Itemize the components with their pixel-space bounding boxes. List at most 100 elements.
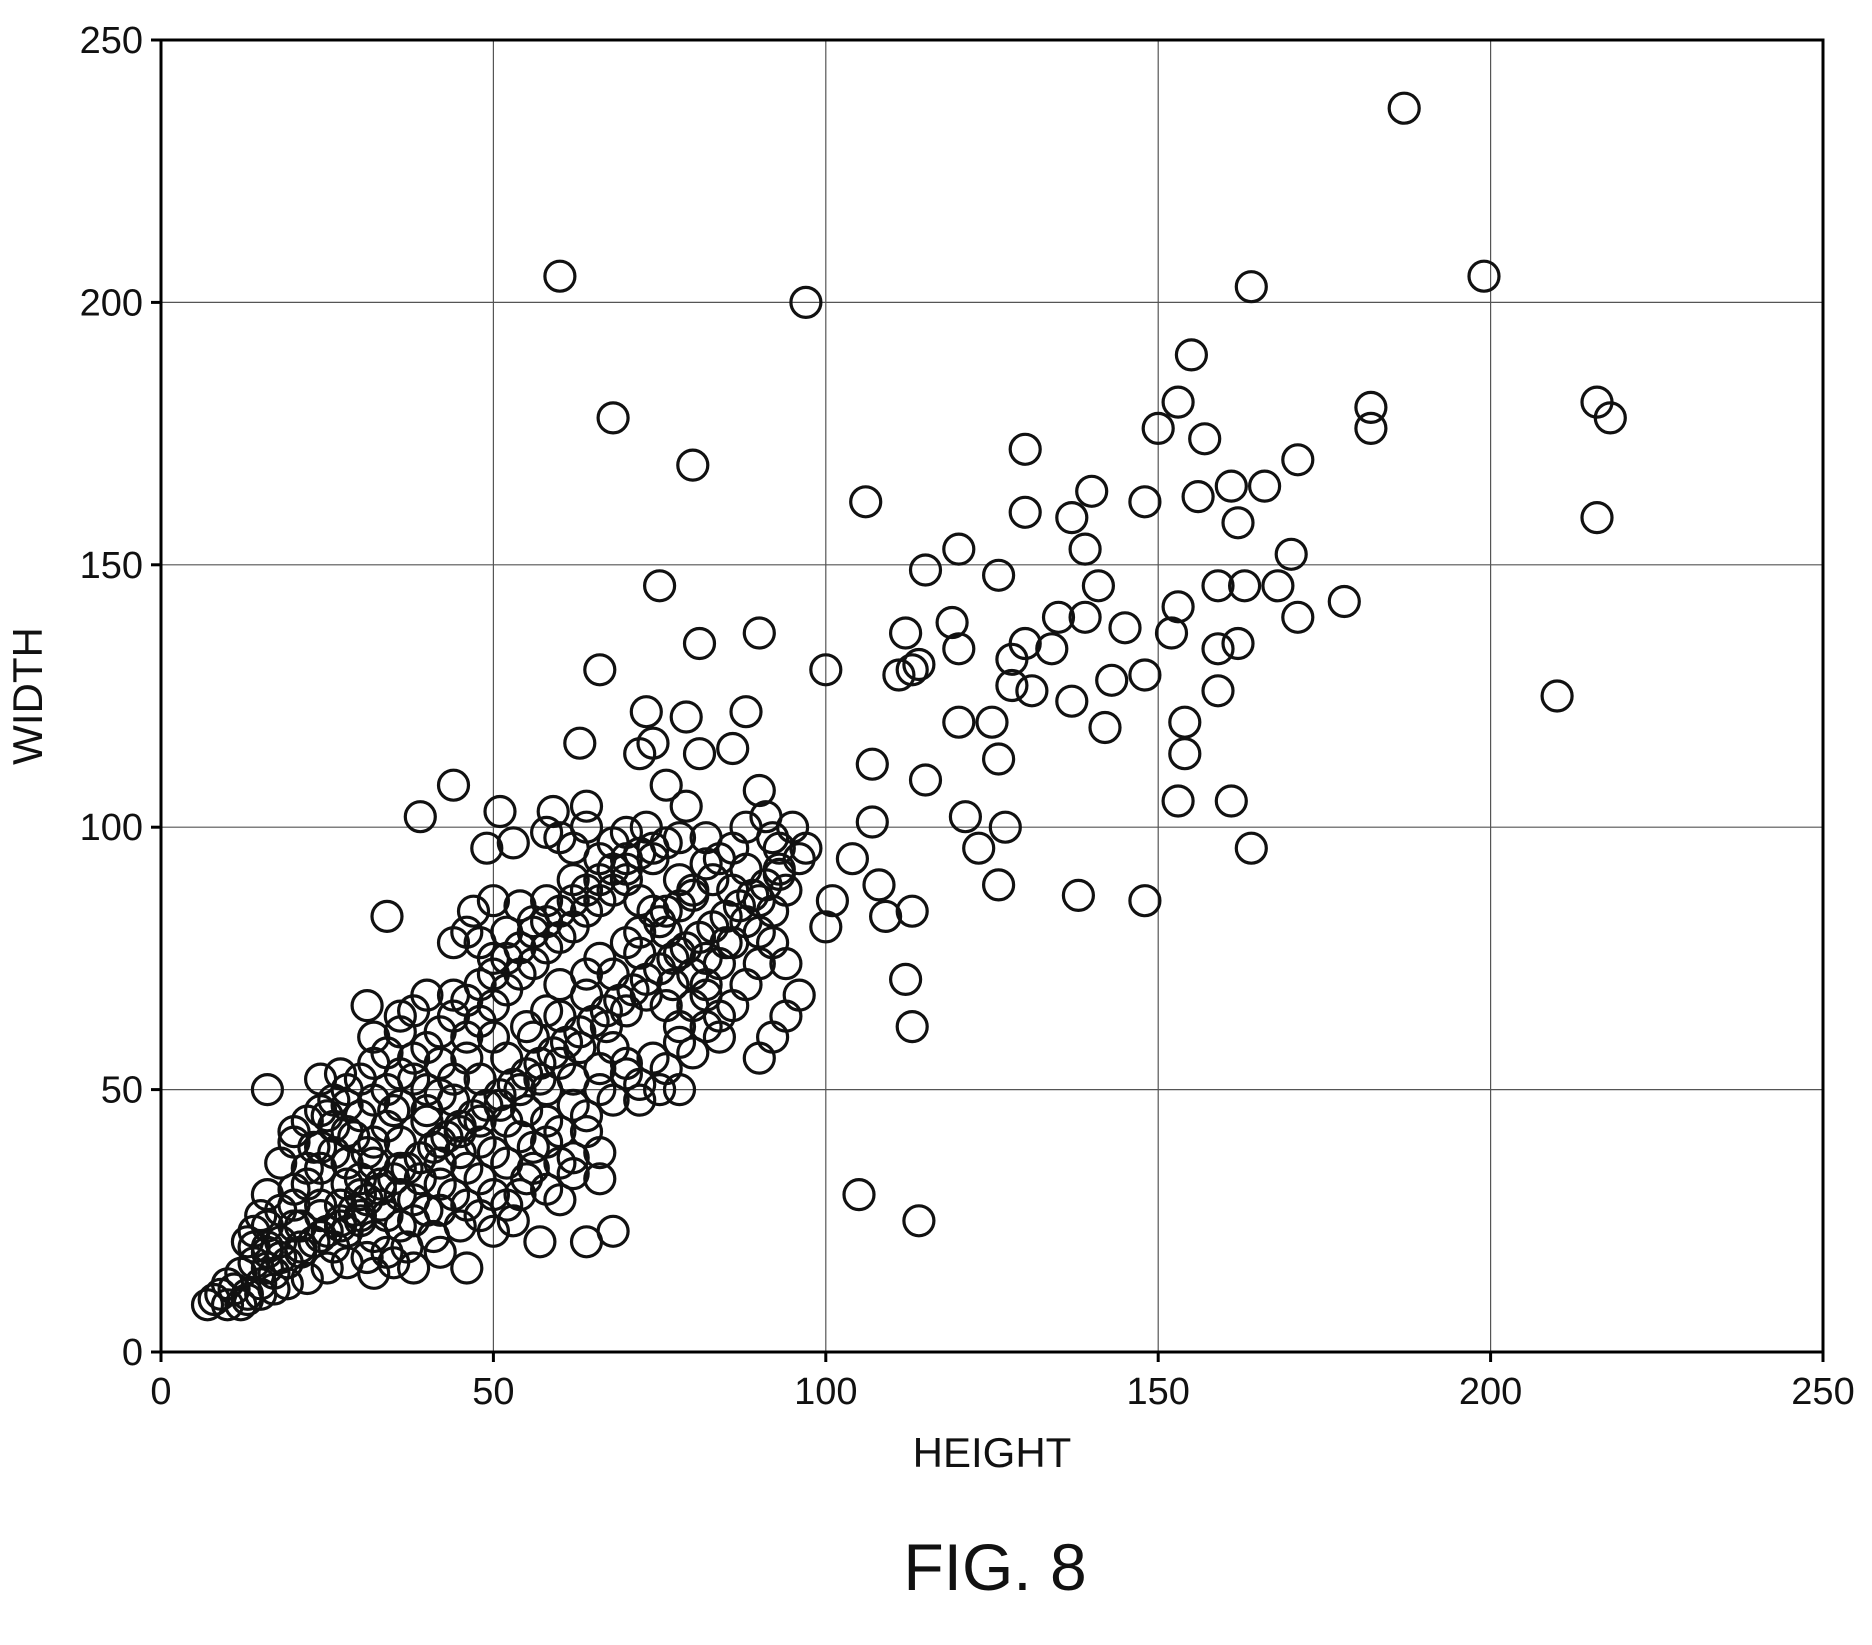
x-tick-label: 200 <box>1459 1371 1522 1413</box>
data-point <box>755 821 790 855</box>
data-point <box>290 1104 324 1138</box>
data-point <box>782 978 816 1012</box>
data-point <box>623 1083 657 1117</box>
data-point <box>902 1204 936 1238</box>
data-point <box>895 894 929 928</box>
data-point <box>1281 600 1315 634</box>
data-point <box>669 789 703 823</box>
data-point <box>323 1057 358 1091</box>
data-point <box>1008 432 1042 466</box>
data-point <box>895 1009 929 1044</box>
data-point <box>868 899 903 934</box>
data-point <box>755 926 790 960</box>
data-point <box>463 1062 497 1096</box>
data-point <box>642 569 677 603</box>
data-point <box>1068 532 1102 566</box>
data-point <box>483 794 517 829</box>
data-point <box>636 894 670 928</box>
data-point <box>716 731 750 766</box>
data-point <box>995 642 1029 676</box>
data-point <box>190 1288 225 1322</box>
data-point <box>908 553 943 587</box>
data-point <box>509 1093 544 1128</box>
data-point <box>649 768 683 802</box>
data-point <box>509 1009 544 1044</box>
data-point <box>1540 679 1574 713</box>
data-point <box>569 978 604 1012</box>
data-point <box>1247 469 1282 503</box>
data-point <box>543 1146 577 1180</box>
data-point <box>450 1251 484 1285</box>
data-point <box>1201 674 1235 708</box>
data-point <box>323 1209 358 1243</box>
data-point <box>583 653 617 687</box>
data-point <box>842 1177 876 1212</box>
y-axis-title: WIDTH <box>4 627 51 765</box>
data-point <box>988 810 1022 844</box>
data-point <box>450 915 484 949</box>
data-point <box>835 842 870 876</box>
data-point <box>230 1225 264 1259</box>
data-point <box>935 605 969 640</box>
y-tick-label: 200 <box>80 282 143 324</box>
data-point <box>662 1072 697 1107</box>
data-point <box>563 726 597 760</box>
data-point <box>682 626 717 661</box>
data-point <box>516 1020 550 1054</box>
data-point <box>596 826 630 860</box>
x-tick-label: 150 <box>1126 1371 1189 1413</box>
data-point <box>343 1198 377 1233</box>
data-point <box>596 401 630 435</box>
data-point <box>543 259 577 293</box>
data-point <box>463 1125 497 1159</box>
data-point <box>855 805 889 839</box>
data-point <box>1161 590 1195 624</box>
data-point <box>250 1177 284 1212</box>
data-point <box>948 800 983 834</box>
data-point <box>1008 495 1042 529</box>
data-point <box>1108 611 1142 645</box>
data-point <box>636 726 670 760</box>
data-point <box>397 1251 431 1285</box>
data-point <box>529 1072 564 1107</box>
data-point <box>556 831 590 865</box>
data-point <box>490 1104 524 1138</box>
data-point <box>450 1188 484 1222</box>
data-point <box>729 967 763 1002</box>
data-point <box>702 842 737 876</box>
data-point <box>1188 422 1222 456</box>
data-point <box>815 884 850 918</box>
y-tick-label: 150 <box>80 545 143 587</box>
data-point <box>496 826 530 860</box>
data-point <box>942 532 976 566</box>
data-point <box>516 1151 550 1185</box>
data-point <box>1354 411 1388 445</box>
data-point <box>490 1041 524 1075</box>
data-point <box>942 705 976 739</box>
data-point <box>1041 600 1076 634</box>
data-point <box>370 1235 404 1269</box>
data-point <box>1234 831 1268 865</box>
data-point <box>975 705 1009 739</box>
data-point <box>662 936 697 970</box>
data-point <box>436 978 471 1012</box>
data-point <box>1055 500 1089 535</box>
data-point <box>436 1083 471 1117</box>
data-point <box>696 863 730 897</box>
y-tick-label: 50 <box>101 1070 143 1112</box>
data-point <box>716 831 750 865</box>
data-point <box>1161 385 1195 419</box>
data-point <box>1095 663 1129 697</box>
y-axis-ticks: 0 50 100 150 200 250 <box>80 20 161 1374</box>
data-point <box>1055 684 1089 718</box>
data-point <box>636 842 670 876</box>
data-point <box>1128 658 1162 692</box>
data-point <box>742 773 776 808</box>
x-axis-title: HEIGHT <box>913 1429 1072 1476</box>
data-point <box>1580 500 1614 535</box>
data-point <box>1261 569 1295 603</box>
data-point <box>769 946 803 981</box>
data-point <box>855 747 889 781</box>
data-point <box>642 1072 677 1107</box>
